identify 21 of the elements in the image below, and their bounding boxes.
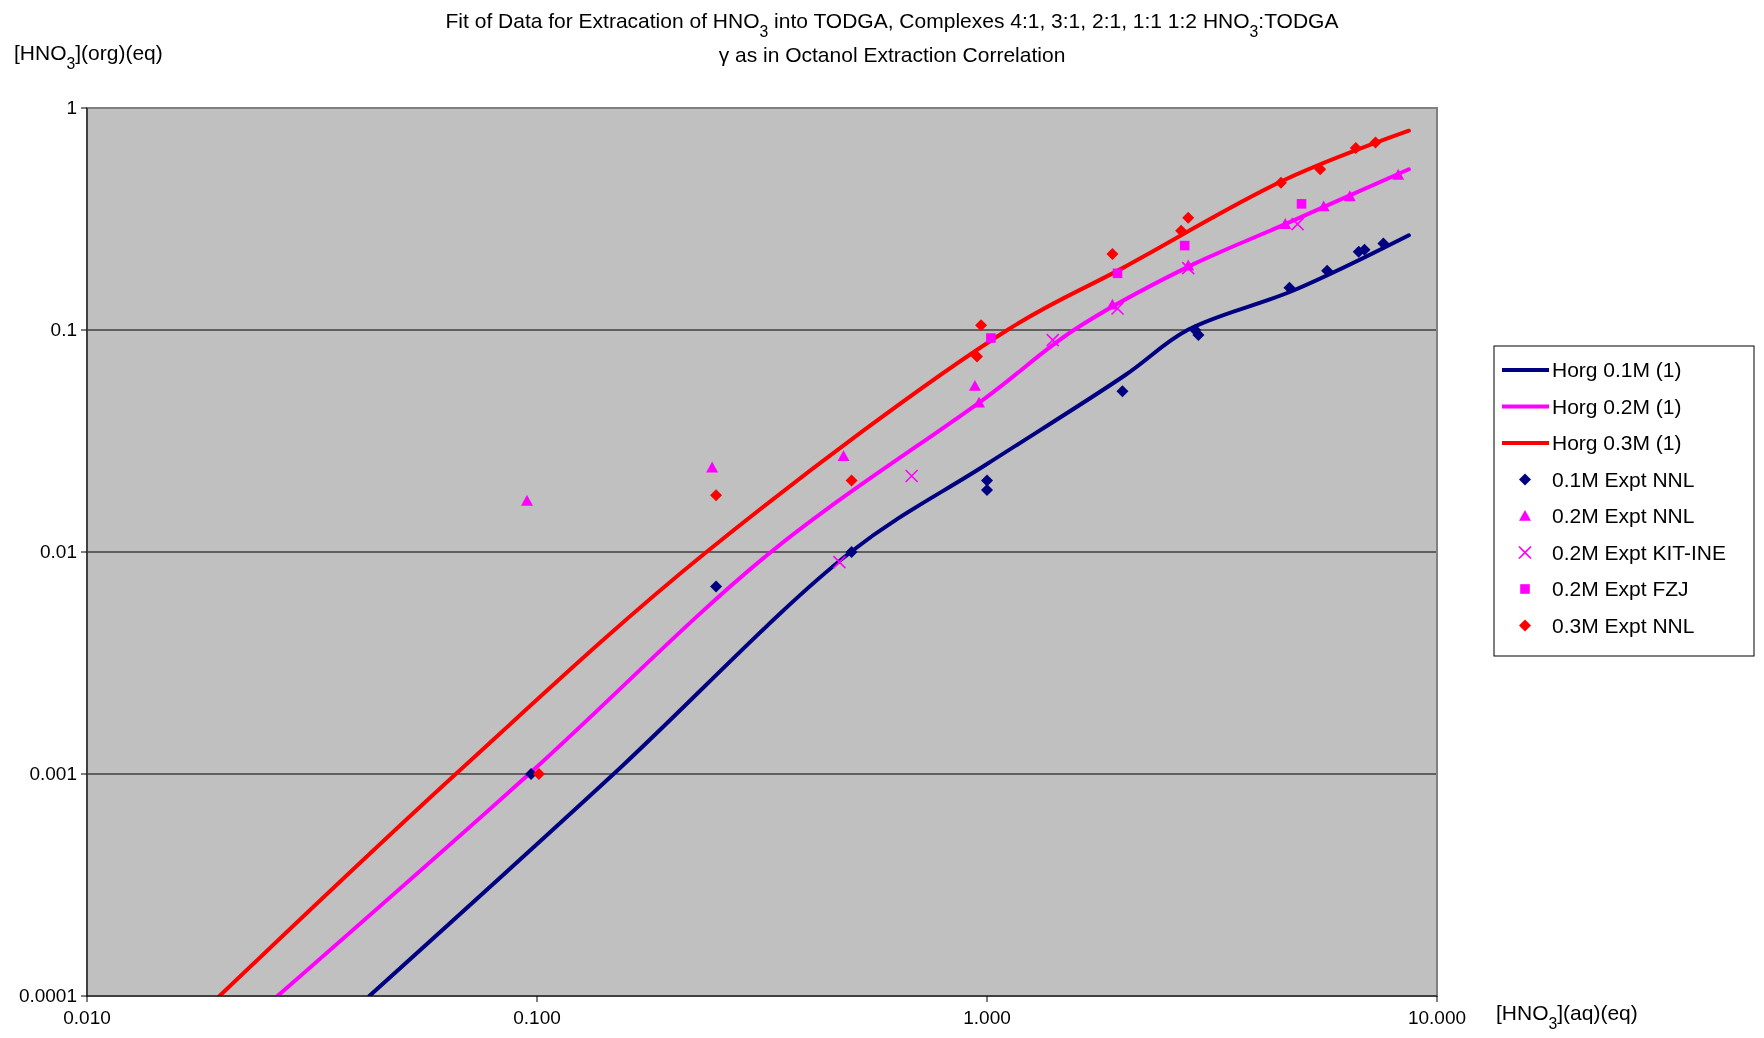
y-tick-label: 0.001 (29, 763, 77, 784)
x-tick-label: 10.000 (1407, 1007, 1467, 1028)
legend-label: 0.2M Expt KIT-INE (1552, 540, 1726, 564)
chart-subtitle: γ as in Octanol Extraction Correlation (718, 43, 1066, 66)
y-tick-label: 0.0001 (18, 985, 77, 1006)
y-tick-label: 0.1 (50, 319, 77, 340)
legend-label: 0.1M Expt NNL (1552, 467, 1695, 491)
x-tick-label: 1.000 (963, 1007, 1011, 1028)
y-tick-label: 0.01 (40, 541, 77, 562)
legend-label: 0.2M Expt FZJ (1552, 577, 1689, 600)
y-tick-label: 1 (66, 97, 77, 118)
legend-label: Horg 0.2M (1) (1552, 394, 1682, 418)
x-tick-label: 0.010 (63, 1007, 111, 1028)
legend-label: 0.2M Expt NNL (1552, 504, 1695, 527)
chart-title: Fit of Data for Extracation of HNO$_{3}$ into TODGA, Complexes 4:1, 3:1, 2:1, 1:1 1:2 HNO$_{3}$:TODGA (445, 9, 1339, 40)
x-axis-title: [HNO$_{3}$](aq)(eq) (1496, 1001, 1638, 1032)
legend-label: Horg 0.3M (1) (1552, 431, 1682, 454)
y-axis-title: [HNO$_{3}$](org)(eq) (14, 41, 163, 72)
legend-label: Horg 0.1M (1) (1552, 358, 1682, 381)
x-tick-label: 0.100 (513, 1007, 561, 1028)
legend-label: 0.3M Expt NNL (1552, 613, 1695, 637)
